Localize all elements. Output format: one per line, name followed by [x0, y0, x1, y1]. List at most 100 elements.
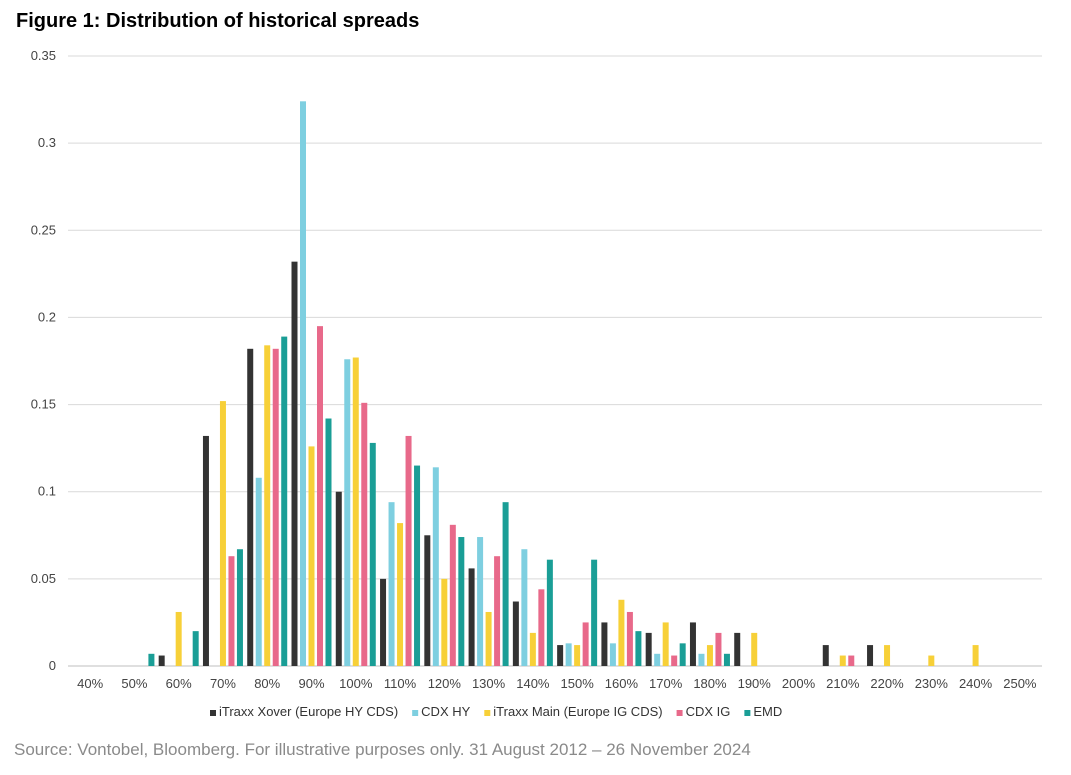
- bar: [397, 523, 404, 666]
- x-tick-label: 210%: [826, 676, 860, 691]
- x-tick-label: 240%: [959, 676, 993, 691]
- legend-swatch: [676, 710, 683, 716]
- bar: [654, 653, 661, 666]
- bar: [822, 645, 829, 666]
- bar: [698, 653, 705, 666]
- bar: [380, 578, 387, 666]
- bar-chart: 0 0.05 0.1 0.15 0.2 0.25 0.3 0.35 40% 50% 60% 70% 80…: [31, 48, 1042, 719]
- bar: [618, 599, 625, 666]
- bar: [477, 537, 484, 666]
- legend-label: EMD: [753, 704, 782, 719]
- bar: [369, 442, 376, 666]
- bar: [689, 622, 696, 666]
- bar: [679, 643, 686, 666]
- y-tick-label: 0: [49, 658, 56, 673]
- x-tick-label: 120%: [428, 676, 462, 691]
- x-tick-label: 90%: [298, 676, 324, 691]
- legend-label: CDX HY: [421, 704, 470, 719]
- bar: [424, 535, 431, 666]
- x-tick-label: 250%: [1003, 676, 1037, 691]
- bar: [867, 645, 874, 666]
- bar: [344, 359, 351, 666]
- y-tick-label: 0.3: [38, 135, 56, 150]
- bar: [751, 632, 758, 666]
- bar: [405, 435, 412, 666]
- bar: [308, 446, 315, 666]
- bar: [158, 655, 165, 666]
- y-tick-label: 0.25: [31, 222, 56, 237]
- x-tick-label: 230%: [915, 676, 949, 691]
- bar: [458, 537, 465, 666]
- bar: [582, 622, 589, 666]
- legend-label: CDX IG: [686, 704, 731, 719]
- y-tick-label: 0.1: [38, 484, 56, 499]
- bar: [291, 261, 298, 666]
- legend-label: iTraxx Xover (Europe HY CDS): [219, 704, 398, 719]
- bar: [264, 345, 271, 666]
- bar: [247, 348, 254, 666]
- bar: [565, 643, 572, 666]
- bar: [529, 632, 536, 666]
- bar: [192, 631, 199, 666]
- source-note: Source: Vontobel, Bloomberg. For illustr…: [14, 740, 751, 759]
- x-tick-label: 190%: [738, 676, 772, 691]
- bar: [706, 645, 713, 666]
- bar: [494, 556, 501, 666]
- bar: [512, 601, 519, 666]
- bar: [928, 655, 935, 666]
- x-tick-label: 50%: [121, 676, 147, 691]
- bar: [414, 465, 421, 666]
- x-tick-label: 70%: [210, 676, 236, 691]
- bar: [538, 589, 545, 666]
- bar: [255, 477, 262, 666]
- bar: [202, 435, 209, 666]
- x-tick-label: 150%: [561, 676, 595, 691]
- bar: [626, 611, 633, 666]
- chart-title: Figure 1: Distribution of historical spr…: [16, 10, 420, 32]
- bar: [502, 502, 509, 666]
- x-tick-label: 60%: [166, 676, 192, 691]
- bar: [317, 326, 323, 666]
- bar: [715, 632, 722, 666]
- bar: [546, 559, 553, 666]
- bar: [219, 401, 226, 666]
- bar: [972, 645, 979, 666]
- x-tick-label: 160%: [605, 676, 639, 691]
- bar: [671, 655, 678, 666]
- bar: [557, 645, 564, 666]
- bar: [609, 643, 616, 666]
- bar: [148, 653, 155, 666]
- bar: [272, 348, 279, 666]
- bar: [335, 491, 342, 666]
- legend-label: iTraxx Main (Europe IG CDS): [493, 704, 662, 719]
- bar: [449, 524, 456, 666]
- x-tick-label: 180%: [693, 676, 727, 691]
- legend-swatch: [412, 710, 419, 716]
- bar: [352, 357, 359, 666]
- bar: [645, 632, 652, 666]
- bar: [228, 556, 235, 666]
- x-tick-label: 220%: [870, 676, 904, 691]
- legend-swatch: [210, 710, 216, 716]
- bar: [848, 655, 855, 666]
- x-tick-label: 170%: [649, 676, 683, 691]
- bar: [723, 653, 730, 666]
- x-tick-label: 200%: [782, 676, 816, 691]
- bar: [662, 622, 669, 666]
- x-tick-label: 40%: [77, 676, 103, 691]
- y-tick-label: 0.35: [31, 48, 56, 63]
- bar: [521, 549, 528, 666]
- x-tick-label: 110%: [384, 676, 417, 691]
- bar: [884, 645, 891, 666]
- bar: [175, 611, 182, 666]
- legend-swatch: [484, 710, 491, 716]
- y-tick-label: 0.2: [38, 309, 56, 324]
- bar: [432, 467, 439, 666]
- bar: [388, 502, 395, 666]
- y-tick-label: 0.05: [31, 571, 56, 586]
- bar: [591, 559, 598, 666]
- bar: [441, 578, 448, 666]
- bar: [468, 568, 475, 666]
- x-tick-label: 140%: [516, 676, 550, 691]
- bar: [574, 645, 581, 666]
